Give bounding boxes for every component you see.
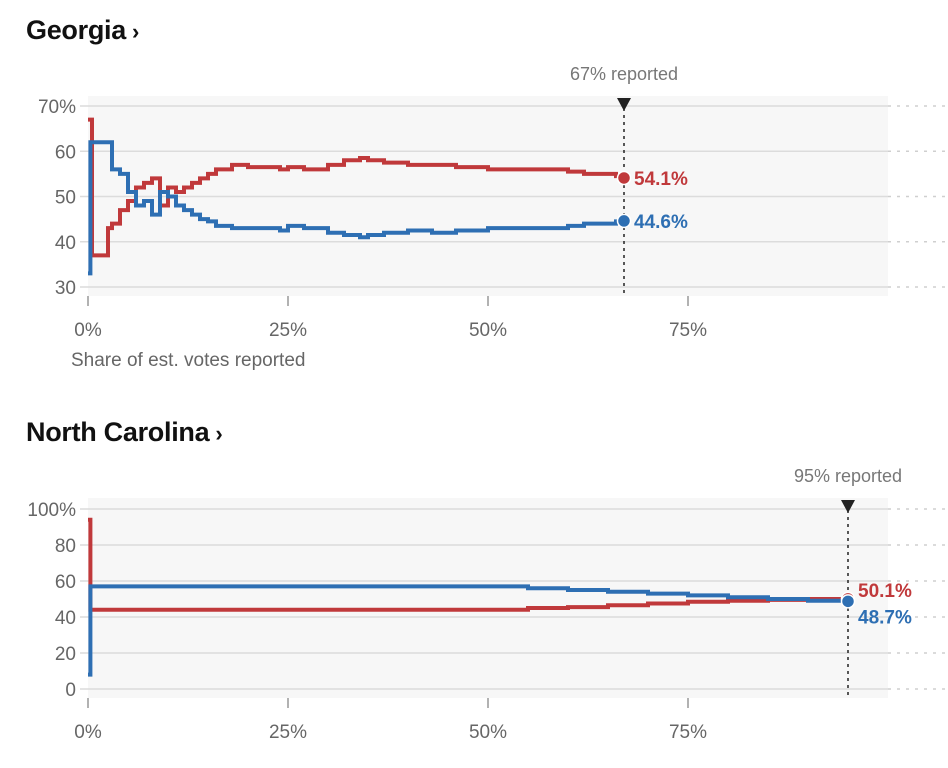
georgia-x-tick-label: 75%: [669, 320, 707, 341]
georgia-series-republican: [88, 117, 626, 258]
georgia-y-tick-label: 30: [55, 278, 76, 299]
north-carolina-endpoint-democratic: [840, 594, 856, 609]
georgia-title[interactable]: Georgia ›: [26, 15, 139, 46]
triangle-down-icon: [617, 98, 631, 111]
north-carolina-title-text[interactable]: North Carolina: [26, 417, 210, 447]
georgia-title-text[interactable]: Georgia: [26, 15, 126, 45]
chevron-right-icon: ›: [131, 19, 139, 44]
chevron-right-icon: ›: [215, 421, 223, 446]
georgia-chart: 70% 60 50 40 30 0% 25% 50% 75% Share of est. vote…: [38, 64, 948, 371]
north-carolina-end-label-republican: 50.1%: [858, 581, 912, 602]
georgia-end-label-republican: 54.1%: [634, 169, 688, 190]
georgia-y-tick-label: 50: [55, 188, 76, 209]
north-carolina-x-tick-label: 0%: [74, 722, 102, 743]
georgia-reported-label: 67% reported: [570, 64, 678, 84]
north-carolina-series-democratic: [88, 584, 850, 677]
north-carolina-x-tick-label: 25%: [269, 722, 307, 743]
georgia-endpoint-republican: [616, 170, 632, 186]
north-carolina-x-tick-label: 75%: [669, 722, 707, 743]
georgia-y-tick-label: 60: [55, 142, 76, 163]
north-carolina-end-label-democratic: 48.7%: [858, 607, 912, 628]
north-carolina-reported-label: 95% reported: [794, 466, 902, 486]
georgia-y-tick-label: 40: [55, 233, 76, 254]
georgia-end-label-democratic: 44.6%: [634, 212, 688, 233]
georgia-series-democratic: [88, 140, 626, 276]
north-carolina-y-tick-label: 40: [55, 608, 76, 629]
north-carolina-chart: 100% 80 60 40 20 0 0% 25% 50% 75% 95% reported 50.1…: [27, 466, 948, 743]
georgia-x-tick-label: 50%: [469, 320, 507, 341]
north-carolina-x-tick-label: 50%: [469, 722, 507, 743]
north-carolina-y-tick-label: 0: [65, 680, 76, 701]
north-carolina-y-tick-label: 60: [55, 572, 76, 593]
triangle-down-icon: [841, 500, 855, 513]
georgia-y-tick-label: 70%: [38, 97, 76, 118]
north-carolina-title[interactable]: North Carolina ›: [26, 417, 223, 448]
north-carolina-y-tick-label: 100%: [27, 500, 76, 521]
georgia-x-axis-label: Share of est. votes reported: [71, 350, 305, 371]
georgia-x-tick-label: 25%: [269, 320, 307, 341]
north-carolina-y-tick-label: 20: [55, 644, 76, 665]
georgia-endpoint-democratic: [616, 213, 632, 229]
north-carolina-y-tick-label: 80: [55, 536, 76, 557]
georgia-x-tick-label: 0%: [74, 320, 102, 341]
